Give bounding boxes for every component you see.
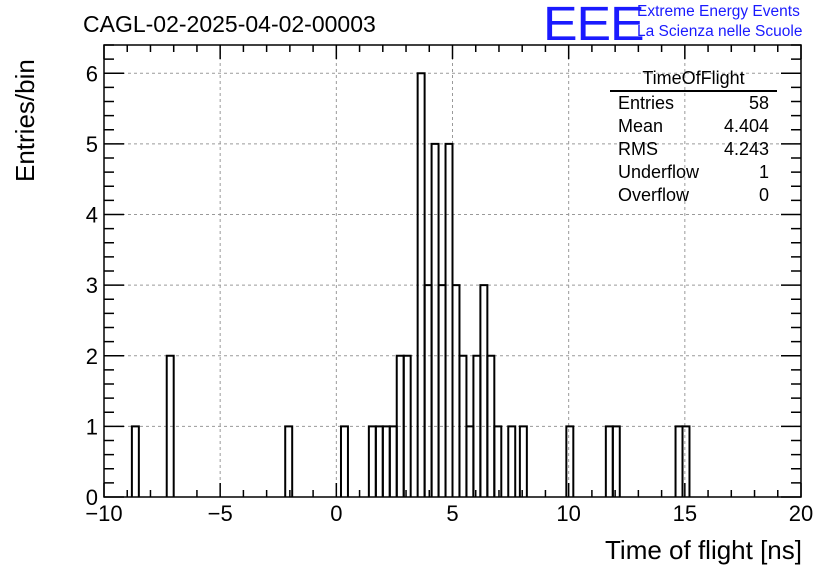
histogram-bin [518,425,528,497]
histogram-bin [339,425,349,497]
y-tick-label: 1 [86,414,98,439]
chart-title: CAGL-02-2025-04-02-00003 [83,11,376,37]
histogram-bin [388,425,398,497]
stats-label: Entries [618,93,675,113]
stats-label: Overflow [618,185,690,205]
histogram-bin [437,284,447,497]
histogram-bin [367,425,377,497]
histogram-bin [165,354,175,497]
stats-row-entries: Entries 58 [618,93,769,116]
histogram-bin [444,142,454,497]
histogram-bin [465,425,475,497]
stats-row-mean: Mean 4.404 [618,116,769,139]
histogram-bin [674,425,684,497]
stats-label: Underflow [618,162,700,182]
stats-box: TimeOfFlight Entries 58 Mean 4.404 RMS 4… [610,68,777,208]
logo-subtitle-line2: La Scienza nelle Scuole [637,23,803,40]
histogram-bin [493,425,503,497]
histogram-bin [611,425,621,497]
y-tick-label: 0 [86,485,98,510]
y-tick-label: 6 [86,61,98,86]
stats-value: 58 [748,93,769,113]
stats-label: RMS [618,139,658,159]
stats-box-title: TimeOfFlight [642,68,745,88]
y-tick-label: 5 [86,132,98,157]
y-tick-label: 3 [86,273,98,298]
histogram-bin [430,142,440,497]
histogram-bin [479,284,489,497]
y-tick-label: 4 [86,203,98,228]
x-tick-label: −10 [85,501,122,526]
histogram-bin [284,425,294,497]
y-tick-label: 2 [86,344,98,369]
stats-value: 0 [758,185,769,205]
x-tick-label: 15 [673,501,697,526]
y-axis-label: Entries/bin [10,59,40,182]
histogram-bin [507,425,517,497]
stats-row-underflow: Underflow 1 [618,162,769,185]
stats-label: Mean [618,116,664,136]
histogram-bin [565,425,575,497]
stats-row-overflow: Overflow 0 [618,185,769,208]
x-tick-label: 20 [789,501,813,526]
histogram-bin [604,425,614,497]
x-axis-label: Time of flight [ns] [605,535,802,565]
histogram-bin [381,425,391,497]
x-tick-label: 10 [556,501,580,526]
stats-value: 4.243 [723,139,769,159]
histogram-bin [451,284,461,497]
stats-value: 4.404 [723,116,769,136]
x-tick-label: −5 [208,501,233,526]
stats-value: 1 [758,162,769,182]
histogram-bin [423,284,433,497]
eee-logo-mark: EEE [543,0,645,51]
stats-box-divider [610,90,777,92]
logo-subtitle-line1: Extreme Energy Events [637,3,800,20]
histogram-bin [374,425,384,497]
histogram-bin [402,354,412,497]
histogram-bin [681,425,691,497]
histogram-bin [130,425,140,497]
x-tick-label: 0 [330,501,342,526]
stats-row-rms: RMS 4.243 [618,139,769,162]
x-tick-label: 5 [446,501,458,526]
